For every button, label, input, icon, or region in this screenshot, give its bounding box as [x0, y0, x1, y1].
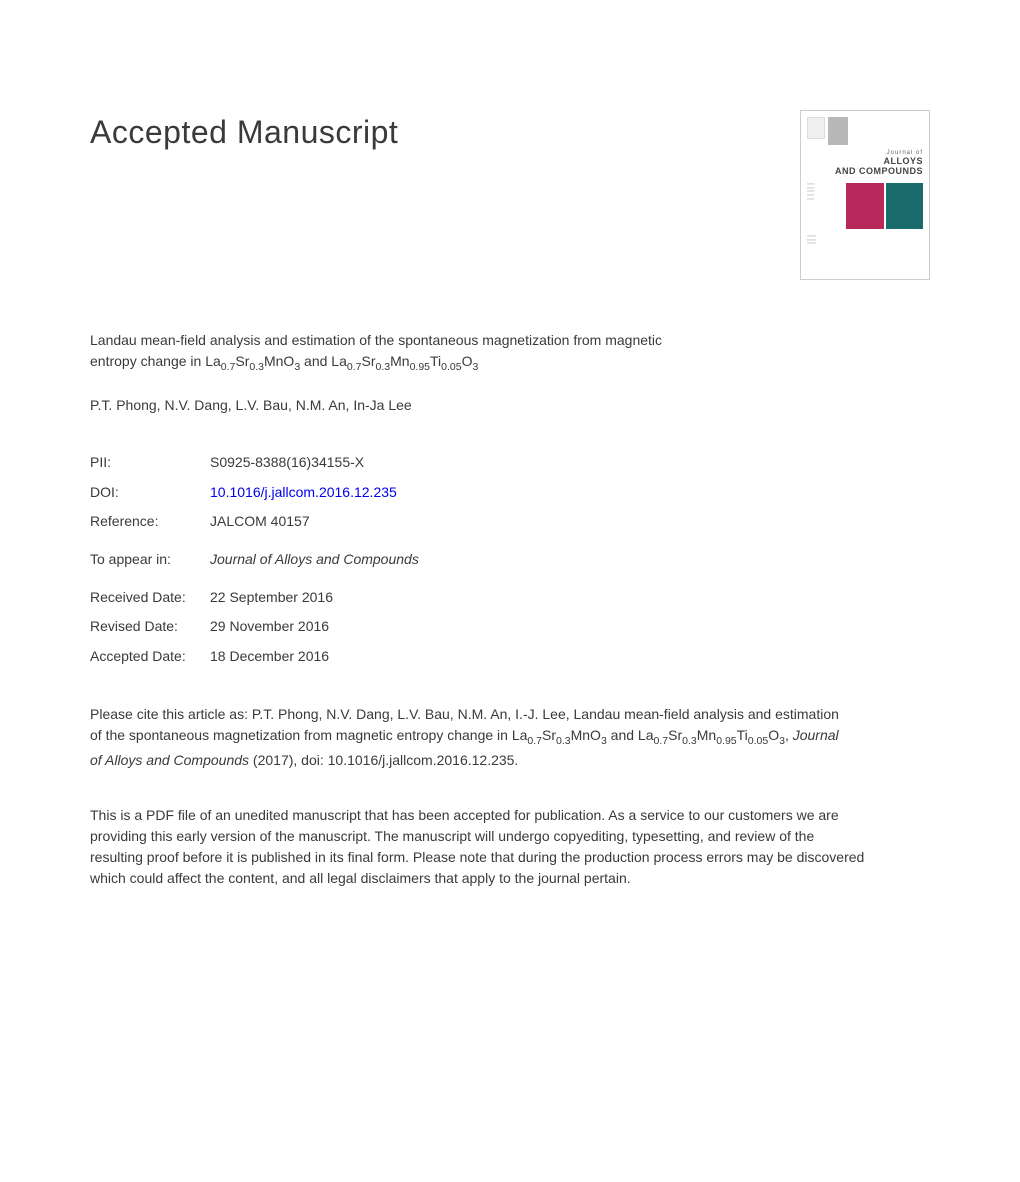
title-text: O	[462, 353, 473, 369]
authors-list: P.T. Phong, N.V. Dang, L.V. Bau, N.M. An…	[90, 396, 930, 416]
cover-teal-block	[886, 183, 923, 229]
meta-row-pii: PII: S0925-8388(16)34155-X	[90, 453, 930, 473]
citation-sub: 0.3	[556, 735, 571, 747]
article-title: Landau mean-field analysis and estimatio…	[90, 330, 710, 376]
title-sub: 3	[472, 361, 478, 373]
meta-label: Received Date:	[90, 588, 210, 608]
citation-text: ,	[785, 727, 793, 743]
metadata-table: PII: S0925-8388(16)34155-X DOI: 10.1016/…	[90, 453, 930, 666]
cover-gray-block	[828, 117, 848, 145]
citation-post: (2017), doi: 10.1016/j.jallcom.2016.12.2…	[249, 752, 518, 768]
citation-sub: 0.3	[682, 735, 697, 747]
title-sub: 0.05	[441, 361, 461, 373]
citation-text: and La	[607, 727, 654, 743]
citation-sub: 0.7	[654, 735, 669, 747]
cover-title-block: Journal of ALLOYS AND COMPOUNDS	[807, 149, 923, 177]
meta-row-doi: DOI: 10.1016/j.jallcom.2016.12.235	[90, 483, 930, 503]
cover-magenta-block	[846, 183, 883, 229]
title-sub: 0.3	[249, 361, 264, 373]
title-text: Sr	[235, 353, 249, 369]
title-text: Ti	[430, 353, 441, 369]
citation-text: Sr	[668, 727, 682, 743]
citation-text: Mn	[697, 727, 716, 743]
meta-row-revised: Revised Date: 29 November 2016	[90, 617, 930, 637]
citation-sub: 0.95	[716, 735, 736, 747]
cover-top-row	[807, 117, 923, 145]
citation-text: O	[768, 727, 779, 743]
citation-text: Sr	[542, 727, 556, 743]
meta-row-reference: Reference: JALCOM 40157	[90, 512, 930, 532]
citation-sub: 0.7	[527, 735, 542, 747]
meta-label: PII:	[90, 453, 210, 473]
cover-text-block: ━━━━━━━━━━━━━━━━━━━━	[807, 183, 844, 229]
meta-row-received: Received Date: 22 September 2016	[90, 588, 930, 608]
title-text: Mn	[390, 353, 409, 369]
meta-value: S0925-8388(16)34155-X	[210, 453, 364, 473]
title-sub: 0.7	[347, 361, 362, 373]
citation-text: Ti	[737, 727, 748, 743]
meta-value: JALCOM 40157	[210, 512, 310, 532]
title-sub: 0.3	[376, 361, 391, 373]
title-sub: 0.95	[410, 361, 430, 373]
cover-journal-name-2: AND COMPOUNDS	[807, 167, 923, 177]
citation-text: Please cite this article as: P.T. Phong,…	[90, 704, 850, 771]
meta-label: Revised Date:	[90, 617, 210, 637]
journal-cover-thumbnail: Journal of ALLOYS AND COMPOUNDS ━━━━━━━━…	[800, 110, 930, 280]
citation-sub: 0.05	[748, 735, 768, 747]
header-row: Accepted Manuscript Journal of ALLOYS AN…	[90, 110, 930, 280]
page-heading: Accepted Manuscript	[90, 110, 398, 155]
doi-link[interactable]: 10.1016/j.jallcom.2016.12.235	[210, 483, 397, 503]
meta-value: 29 November 2016	[210, 617, 329, 637]
cover-color-blocks: ━━━━━━━━━━━━━━━━━━━━	[807, 183, 923, 229]
title-sub: 0.7	[221, 361, 236, 373]
meta-label: DOI:	[90, 483, 210, 503]
disclaimer-text: This is a PDF file of an unedited manusc…	[90, 805, 870, 889]
publisher-logo-icon	[807, 117, 825, 139]
meta-value: Journal of Alloys and Compounds	[210, 550, 419, 570]
title-text: and La	[300, 353, 347, 369]
meta-label: Reference:	[90, 512, 210, 532]
title-text: Sr	[362, 353, 376, 369]
citation-text: MnO	[571, 727, 601, 743]
meta-value: 18 December 2016	[210, 647, 329, 667]
cover-bottom-text: ━━━━━━━━━━━━━━━	[807, 235, 923, 246]
title-text: MnO	[264, 353, 294, 369]
meta-row-accepted: Accepted Date: 18 December 2016	[90, 647, 930, 667]
meta-value: 22 September 2016	[210, 588, 333, 608]
meta-label: To appear in:	[90, 550, 210, 570]
meta-row-appear: To appear in: Journal of Alloys and Comp…	[90, 550, 930, 570]
meta-label: Accepted Date:	[90, 647, 210, 667]
